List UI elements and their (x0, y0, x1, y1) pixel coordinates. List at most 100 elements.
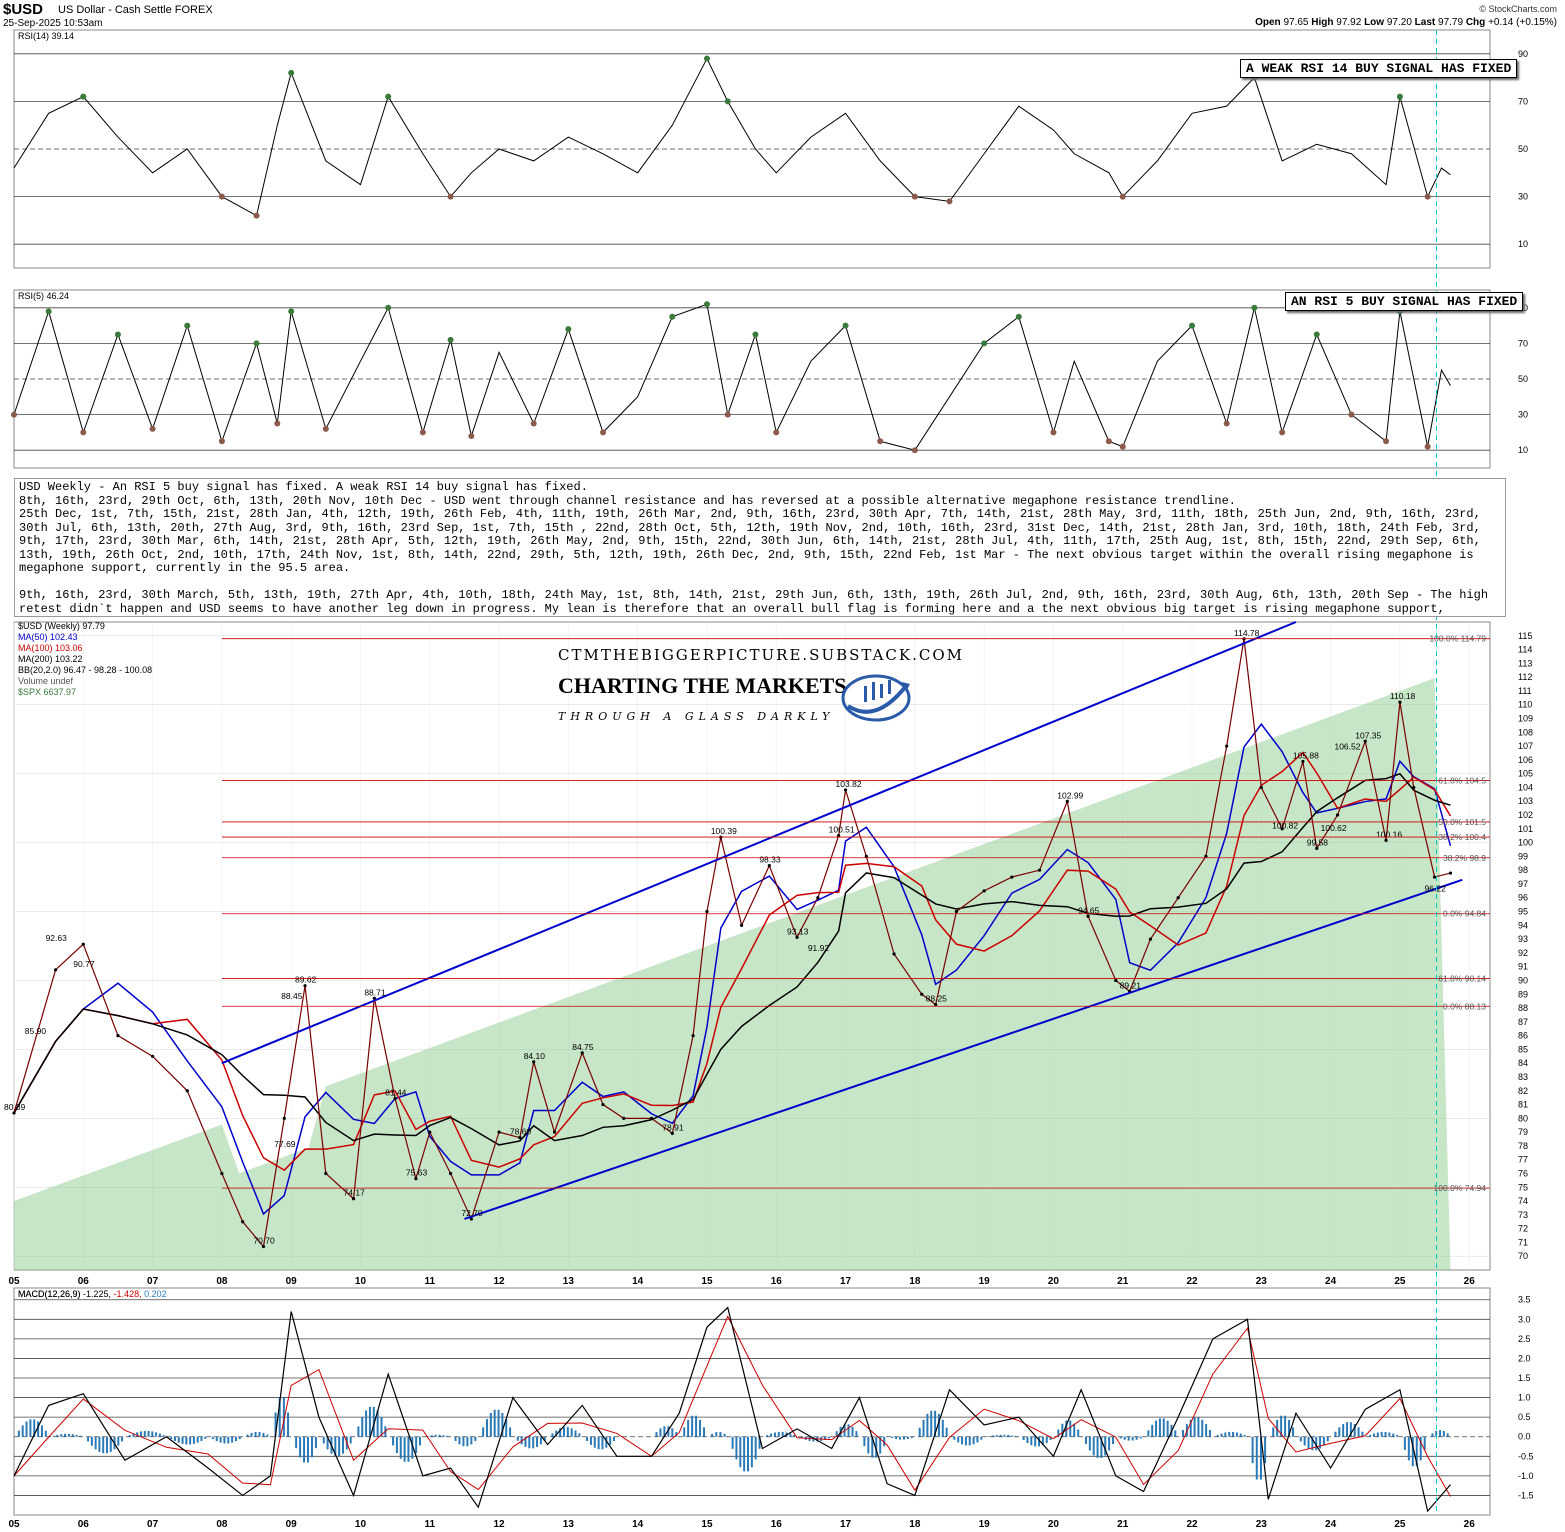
open-value: 97.65 (1283, 17, 1309, 28)
macd-x-tick-label: 26 (1464, 1519, 1476, 1530)
macd-x-tick-label: 22 (1186, 1519, 1198, 1530)
macd-hist-bar (403, 1436, 406, 1462)
fib-label: 38.2% 98.9 (1443, 853, 1486, 863)
price-tick-label: 112 (1518, 672, 1532, 682)
price-tick-label: 114 (1518, 645, 1532, 655)
price-annotation: 91.92 (808, 943, 830, 953)
macd-hist-bar (25, 1421, 28, 1437)
low-value: 97.20 (1386, 17, 1412, 28)
macd-x-tick-label: 18 (909, 1519, 921, 1530)
price-point (518, 1136, 522, 1140)
macd-signal-value: -1.428, (114, 1289, 145, 1299)
macd-label: MACD(12,26,9) (18, 1289, 81, 1299)
macd-hist-bar (1423, 1436, 1426, 1450)
legend-price: $USD (Weekly) 97.79 (18, 621, 105, 631)
rsi5-overbought-point (565, 326, 572, 333)
macd-hist-bar (132, 1433, 135, 1437)
macd-hist-bar (683, 1427, 686, 1437)
macd-hist-bar (1197, 1417, 1200, 1437)
macd-hist-bar (1208, 1430, 1211, 1437)
macd-hist-bar (570, 1428, 573, 1437)
rsi14-oversold-point (447, 193, 454, 200)
macd-hist-bar (1088, 1436, 1091, 1451)
last-value: 97.79 (1438, 17, 1464, 28)
macd-hist-bar (1346, 1422, 1349, 1437)
macd-hist-bar (702, 1427, 705, 1437)
rsi5-oversold-point (218, 438, 225, 445)
price-point (1176, 896, 1180, 900)
macd-hist-bar (246, 1434, 249, 1437)
rsi14-tick-label: 10 (1518, 239, 1528, 249)
price-point (1301, 759, 1305, 764)
price-point (1037, 868, 1042, 872)
price-annotation: 102.99 (1057, 790, 1083, 800)
ma50-line (13, 722, 1452, 1216)
macd-hist-bar (1315, 1436, 1318, 1451)
rsi5-callout: AN RSI 5 BUY SIGNAL HAS FIXED (1285, 292, 1524, 311)
x-tick-label: 09 (286, 1276, 298, 1287)
macd-hist-bar (659, 1428, 662, 1437)
macd-hist-bar (812, 1436, 815, 1442)
macd-hist-bar (995, 1435, 998, 1437)
price-tick-label: 101 (1518, 824, 1533, 834)
x-tick-label: 17 (840, 1276, 852, 1287)
macd-hist-bar (991, 1435, 994, 1437)
macd-line (13, 1306, 1451, 1513)
x-tick-label: 22 (1186, 1276, 1198, 1287)
macd-hist-bar (851, 1426, 854, 1437)
macd-hist-bar (1201, 1419, 1204, 1437)
price-annotation: 98.33 (759, 855, 781, 865)
price-tick-label: 115 (1518, 631, 1532, 641)
macd-x-tick-label: 20 (1048, 1519, 1060, 1530)
macd-hist-bar (675, 1432, 678, 1437)
rsi14-oversold-point (1424, 193, 1431, 200)
macd-hist-bar (67, 1433, 70, 1437)
macd-hist-bar (368, 1406, 371, 1437)
macd-tick-label: 3.5 (1518, 1295, 1531, 1305)
macd-hist-bar (1276, 1419, 1279, 1437)
macd-hist-bar (906, 1436, 909, 1440)
macd-hist-bar (1311, 1436, 1314, 1451)
price-annotation: 81.44 (385, 1087, 407, 1097)
rsi14-overbought-point (80, 93, 87, 100)
macd-hist-bar (930, 1410, 933, 1437)
price-annotation: 74.17 (344, 1188, 366, 1198)
macd-x-tick-label: 13 (563, 1519, 575, 1530)
macd-name: MACD(12,26,9) (18, 1289, 83, 1299)
macd-hist-bar (71, 1434, 74, 1437)
price-annotation: 85.90 (25, 1026, 47, 1036)
megaphone-support-line (464, 878, 1463, 1220)
macd-hist-bar (1166, 1420, 1169, 1437)
macd-hist-bar (528, 1436, 531, 1449)
macd-hist-bar (1065, 1420, 1068, 1437)
price-tick-label: 85 (1518, 1044, 1528, 1054)
x-tick-label: 24 (1325, 1276, 1337, 1287)
price-annotation: 84.10 (524, 1051, 546, 1061)
price-tick-label: 106 (1518, 755, 1533, 765)
macd-hist-bar (835, 1431, 838, 1437)
price-tick-label: 72 (1518, 1224, 1528, 1234)
price-point (351, 1197, 356, 1201)
price-tick-label: 80 (1518, 1113, 1528, 1123)
macd-hist-bar (434, 1434, 437, 1437)
rsi5-overbought-point (752, 331, 759, 338)
price-point (1432, 875, 1437, 879)
macd-x-tick-label: 15 (701, 1519, 713, 1530)
rsi5-tick-label: 50 (1518, 374, 1528, 384)
rsi14-oversold-point (253, 212, 260, 219)
price-tick-label: 91 (1518, 962, 1528, 972)
x-tick-label: 06 (78, 1276, 90, 1287)
macd-hist-bar (454, 1436, 457, 1441)
x-tick-label: 11 (424, 1276, 435, 1287)
price-point (469, 1217, 473, 1221)
price-tick-label: 107 (1518, 741, 1533, 751)
macd-hist-bar (458, 1436, 461, 1445)
macd-hist-bar (485, 1419, 488, 1437)
price-tick-label: 88 (1518, 1003, 1528, 1013)
price-point (920, 992, 924, 996)
macd-hist-bar (999, 1434, 1002, 1437)
macd-hist-bar (254, 1431, 257, 1437)
macd-hist-bar (711, 1433, 714, 1437)
x-tick-label: 14 (632, 1276, 644, 1287)
rsi14-label: RSI(14) 39.14 (18, 31, 74, 41)
